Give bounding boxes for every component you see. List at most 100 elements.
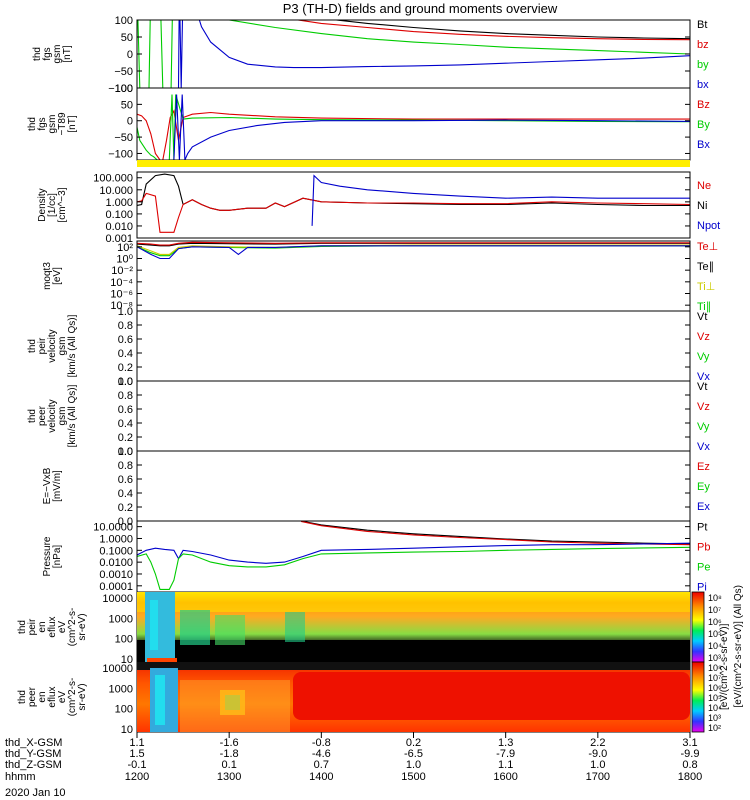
series-Pb-line xyxy=(300,521,690,546)
legend-By: By xyxy=(697,119,710,131)
series-Npot-line xyxy=(311,174,690,226)
peir-upper-band xyxy=(137,592,690,612)
y-tick-label: 0.0 xyxy=(118,446,133,458)
colorbar-tick-label: 10⁴ xyxy=(708,641,722,651)
y-axis-label: thd xyxy=(27,339,38,353)
x-row-value: 0.7 xyxy=(314,759,329,771)
figure-title: P3 (TH-D) fields and ground moments over… xyxy=(283,1,558,16)
x-row-value: -0.1 xyxy=(128,759,147,771)
y-axis-label: [eV] xyxy=(52,267,63,285)
panel-series-fgs_gsm xyxy=(137,20,690,88)
legend-Bz: Bz xyxy=(697,99,710,111)
legend-Vt: Vt xyxy=(697,311,707,323)
y-tick-label: 0.2 xyxy=(118,432,133,444)
legend-Ex: Ex xyxy=(697,501,710,513)
y-axis-label: thd xyxy=(27,117,38,131)
y-tick-label: 10000 xyxy=(102,593,133,605)
legend-Ti∥: Ti∥ xyxy=(697,301,711,313)
y-tick-label: 10⁻⁴ xyxy=(110,277,133,289)
peer-cold-core xyxy=(155,675,165,725)
x-row-value: 1.0 xyxy=(406,759,421,771)
y-axis-label: (cm^2-s- xyxy=(67,678,78,717)
panel-frame xyxy=(136,520,691,593)
legend-Bx: Bx xyxy=(697,139,710,151)
y-tick-label: 0.010 xyxy=(105,221,133,233)
y-axis-label: eflux xyxy=(47,616,58,637)
y-axis-label: velocity xyxy=(47,329,58,362)
legend-Ez: Ez xyxy=(697,461,710,473)
y-axis-label: [mV/m] xyxy=(52,470,63,502)
y-tick-label: 10 xyxy=(121,724,133,736)
y-tick-label: 0.8 xyxy=(118,390,133,402)
peer-colorbar xyxy=(691,661,705,733)
y-tick-label: 0.6 xyxy=(118,404,133,416)
x-row-label: hhmm xyxy=(5,771,36,783)
peir-green-patch-2 xyxy=(215,615,245,645)
date-label: 2020 Jan 10 xyxy=(5,787,66,799)
legend-Vy: Vy xyxy=(697,421,710,433)
y-tick-label: 0.4 xyxy=(118,418,133,430)
series-By-line xyxy=(137,94,690,160)
peer-top-gap xyxy=(137,662,690,670)
y-axis-label: thd xyxy=(17,620,28,634)
y-tick-label: 1000 xyxy=(109,683,133,695)
y-tick-label: 10⁻⁶ xyxy=(110,289,133,301)
peir-colorbar-title: [eV/(cm^2-s-sr-eV)] (All Qs) xyxy=(733,585,744,707)
series-Te⊥-line xyxy=(137,241,690,246)
x-row-label: thd_Z-GSM xyxy=(5,759,62,771)
x-row-value: -0.8 xyxy=(312,737,331,749)
legend-Vx: Vx xyxy=(697,371,710,383)
y-axis-label: eV xyxy=(57,621,68,634)
y-axis-label: [km/s (All Qs)] xyxy=(67,384,78,447)
y-axis-label: Density xyxy=(37,188,48,221)
y-tick-label: 10.000 xyxy=(99,185,133,197)
x-row-value: -6.5 xyxy=(404,748,423,760)
legend-by: by xyxy=(697,59,709,71)
y-tick-label: 10000 xyxy=(102,663,133,675)
colorbar-tick-label: 10⁷ xyxy=(708,605,721,615)
legend-Vz: Vz xyxy=(697,401,710,413)
y-axis-label: peer xyxy=(37,405,48,426)
y-tick-label: 1.0 xyxy=(118,376,133,388)
panel-fgs_gsm: 100 50 0 −50 −100 thd fgs gsm [nT] Bt bz by bx xyxy=(32,15,709,95)
y-axis-label: fgs xyxy=(37,117,48,130)
legend-Bt: Bt xyxy=(697,19,707,31)
y-axis-label: [nT] xyxy=(67,115,78,132)
y-tick-label: 0.8 xyxy=(118,460,133,472)
x-row-value: 1500 xyxy=(401,771,425,783)
legend-Vx: Vx xyxy=(697,441,710,453)
y-axis-label: (cm^2-s- xyxy=(67,608,78,647)
colorbar-tick-label: 10⁴ xyxy=(708,703,722,713)
x-row-value: -9.0 xyxy=(588,748,607,760)
colorbar-tick-label: 10⁵ xyxy=(708,693,722,703)
y-tick-label: 10⁰ xyxy=(116,254,133,266)
series-Ti⊥-line xyxy=(137,244,690,255)
y-axis-label: moqt3 xyxy=(42,262,53,290)
y-tick-label: 0 xyxy=(127,116,133,128)
series-Pi-line xyxy=(137,542,690,564)
x-row-value: 0.1 xyxy=(222,759,237,771)
y-axis-label: thd xyxy=(27,409,38,423)
y-axis-label: [cm^−3] xyxy=(57,187,68,222)
y-tick-label: 0.6 xyxy=(118,474,133,486)
colorbar-tick-label: 10³ xyxy=(708,653,721,663)
y-tick-label: 100 xyxy=(115,15,133,27)
y-axis-label: [nT] xyxy=(62,45,73,62)
series-Ni-line xyxy=(137,173,690,211)
x-row-value: -1.6 xyxy=(220,737,239,749)
x-axis-annotation: thd_X-GSM 1.1 -1.6 -0.8 0.2 1.3 2.2 3.1 thd_Y-GS… xyxy=(5,732,702,783)
panel-frame xyxy=(136,380,691,452)
x-row-value: -4.6 xyxy=(312,748,331,760)
colorbar-tick-label: 10⁵ xyxy=(708,629,722,639)
y-tick-label: 1.0 xyxy=(118,306,133,318)
colorbar-tick-label: 10⁸ xyxy=(708,663,722,673)
x-row-value: 1300 xyxy=(217,771,241,783)
y-axis-label: sr-eV) xyxy=(77,613,88,640)
legend-Pi: Pi xyxy=(697,582,707,594)
y-tick-label: −50 xyxy=(114,132,133,144)
panel-frame xyxy=(136,240,691,312)
panel-series-fgs_gsm_minus_t89 xyxy=(137,94,690,160)
